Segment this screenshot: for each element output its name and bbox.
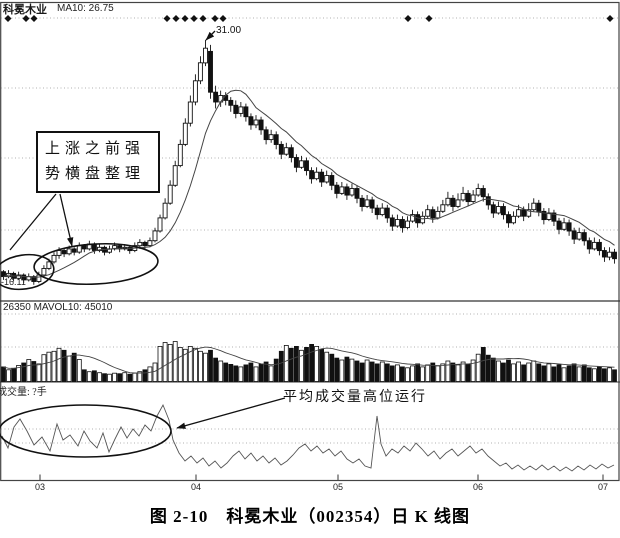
ma10-value-label: MA10: 26.75 <box>57 3 114 14</box>
mavol10-line <box>3 346 615 374</box>
stock-name-label: 科冕木业 <box>3 4 47 16</box>
event-diamond-markers <box>4 15 614 22</box>
chart-grid <box>0 1 620 482</box>
annotation-box-line1: 上涨之前强 <box>45 141 146 157</box>
volume-pane-header: 26350 MAVOL10: 45010 <box>3 302 113 313</box>
avg-volume-annotation: 平均成交量高位运行 <box>283 390 427 405</box>
figure-caption: 图 2-10 科冕木业（002354）日 K 线图 <box>149 507 471 526</box>
peak-price-label: 31.00 <box>216 25 242 36</box>
x-axis-label-06: 06 <box>472 482 484 492</box>
annotation-box-line2: 势横盘整理 <box>45 166 146 182</box>
volume-unit-label: 成交量: ?手 <box>0 387 47 398</box>
annotation-shapes <box>0 30 286 458</box>
x-axis-label-04: 04 <box>190 482 202 492</box>
volume-bars <box>1 341 617 382</box>
candlestick-series <box>1 40 617 285</box>
ma10-line <box>3 89 615 278</box>
avg-volume-line <box>1 403 615 472</box>
annotation-box-consolidation: 上涨之前强 势横盘整理 <box>36 131 160 193</box>
x-axis-label-05: 05 <box>332 482 344 492</box>
start-price-label: -16.11 <box>1 277 26 287</box>
x-axis-label-03: 03 <box>34 482 46 492</box>
x-axis-label-07: 07 <box>597 482 609 492</box>
